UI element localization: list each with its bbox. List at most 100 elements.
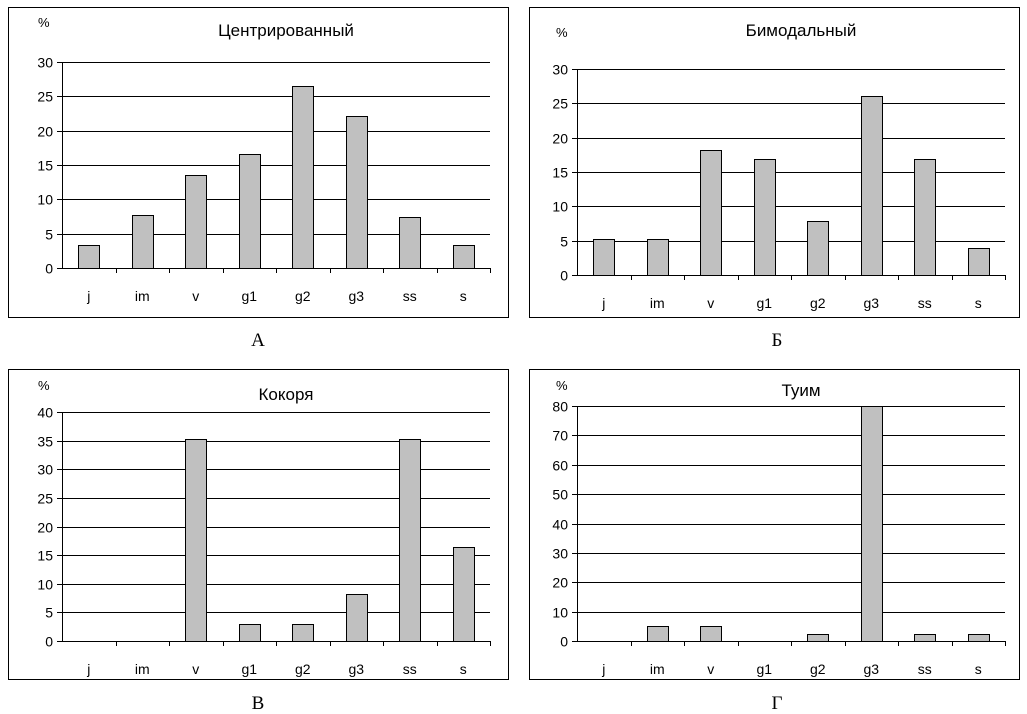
y-tick-label: 10 — [37, 577, 53, 593]
x-tick-label: s — [975, 661, 982, 677]
y-tick-label: 20 — [37, 520, 53, 536]
y-tick-label: 25 — [37, 491, 53, 507]
y-tick-label: 30 — [37, 55, 53, 71]
x-tick-label: ss — [918, 661, 932, 677]
x-tick-label: im — [135, 661, 150, 677]
x-tick-label: g2 — [810, 295, 826, 311]
y-axis-unit: % — [556, 25, 568, 40]
y-tick-label: 20 — [37, 124, 53, 140]
y-axis-unit: % — [556, 378, 568, 393]
x-tick-label: g2 — [810, 661, 826, 677]
x-tick-label: s — [460, 661, 467, 677]
bar-ss — [914, 159, 936, 276]
bar-s — [968, 634, 990, 642]
y-tick-label: 30 — [37, 462, 53, 478]
x-tick-label: im — [135, 288, 150, 304]
y-tick-label: 50 — [552, 487, 568, 503]
bar-s — [453, 245, 475, 269]
bar-j — [593, 239, 615, 276]
x-tick-label: s — [975, 295, 982, 311]
x-tick-label: v — [707, 661, 714, 677]
x-tick-label: g1 — [756, 295, 772, 311]
bar-g1 — [754, 159, 776, 276]
bar-s — [968, 248, 990, 276]
x-tick-label: v — [192, 288, 199, 304]
panel-caption: Б — [772, 330, 783, 351]
x-tick-label: g1 — [756, 661, 772, 677]
panel-caption: В — [252, 693, 265, 714]
x-tick-label: g3 — [863, 661, 879, 677]
x-tick-label: v — [192, 661, 199, 677]
bar-v — [185, 175, 207, 269]
bar-im — [132, 215, 154, 269]
x-tick-label: j — [601, 661, 605, 677]
y-tick-label: 15 — [37, 548, 53, 564]
y-tick-label: 70 — [552, 428, 568, 444]
bar-s — [453, 547, 475, 642]
y-tick-label: 5 — [45, 227, 53, 243]
y-tick-label: 15 — [37, 158, 53, 174]
x-tick-label: ss — [403, 288, 417, 304]
x-tick-label: g3 — [348, 288, 364, 304]
bar-g3 — [346, 594, 368, 642]
y-tick-label: 10 — [37, 192, 53, 208]
x-tick-label: g3 — [863, 295, 879, 311]
x-tick-label: ss — [918, 295, 932, 311]
y-tick-label: 20 — [552, 131, 568, 147]
bar-g2 — [807, 634, 829, 642]
y-tick-label: 25 — [37, 89, 53, 105]
bar-ss — [399, 217, 421, 269]
bar-im — [647, 626, 669, 642]
x-tick-label: im — [650, 661, 665, 677]
x-tick-label: j — [86, 661, 90, 677]
y-tick-label: 35 — [37, 434, 53, 450]
bar-ss — [914, 634, 936, 642]
x-tick-label: j — [86, 288, 90, 304]
y-tick-label: 15 — [552, 165, 568, 181]
y-tick-label: 30 — [552, 546, 568, 562]
y-tick-label: 0 — [45, 634, 53, 650]
chart-title: Туим — [781, 381, 820, 400]
bar-im — [647, 239, 669, 276]
x-tick-label: g3 — [348, 661, 364, 677]
y-tick-label: 40 — [37, 405, 53, 421]
x-tick-label: ss — [403, 661, 417, 677]
y-tick-label: 25 — [552, 96, 568, 112]
y-tick-label: 40 — [552, 517, 568, 533]
y-tick-label: 5 — [45, 605, 53, 621]
panel-caption: А — [251, 330, 265, 351]
y-tick-label: 0 — [560, 634, 568, 650]
bar-v — [700, 150, 722, 276]
bar-j — [78, 245, 100, 269]
bar-g3 — [861, 96, 883, 276]
chart-title: Бимодальный — [746, 21, 857, 40]
bar-g2 — [807, 221, 829, 276]
x-tick-label: g2 — [295, 661, 311, 677]
y-tick-label: 30 — [552, 62, 568, 78]
x-tick-label: g2 — [295, 288, 311, 304]
bar-g1 — [239, 624, 261, 642]
y-tick-label: 20 — [552, 575, 568, 591]
y-tick-label: 10 — [552, 605, 568, 621]
y-tick-label: 60 — [552, 458, 568, 474]
bar-v — [185, 439, 207, 642]
bar-ss — [399, 439, 421, 642]
x-tick-label: v — [707, 295, 714, 311]
y-tick-label: 0 — [45, 261, 53, 277]
x-tick-label: j — [601, 295, 605, 311]
bar-g3 — [346, 116, 368, 269]
x-tick-label: g1 — [241, 661, 257, 677]
bar-g1 — [239, 154, 261, 269]
y-tick-label: 0 — [560, 268, 568, 284]
x-tick-label: im — [650, 295, 665, 311]
bar-g2 — [292, 624, 314, 642]
bar-g2 — [292, 86, 314, 269]
y-tick-label: 5 — [560, 234, 568, 250]
chart-title: Центрированный — [218, 21, 354, 40]
y-tick-label: 10 — [552, 199, 568, 215]
x-tick-label: g1 — [241, 288, 257, 304]
